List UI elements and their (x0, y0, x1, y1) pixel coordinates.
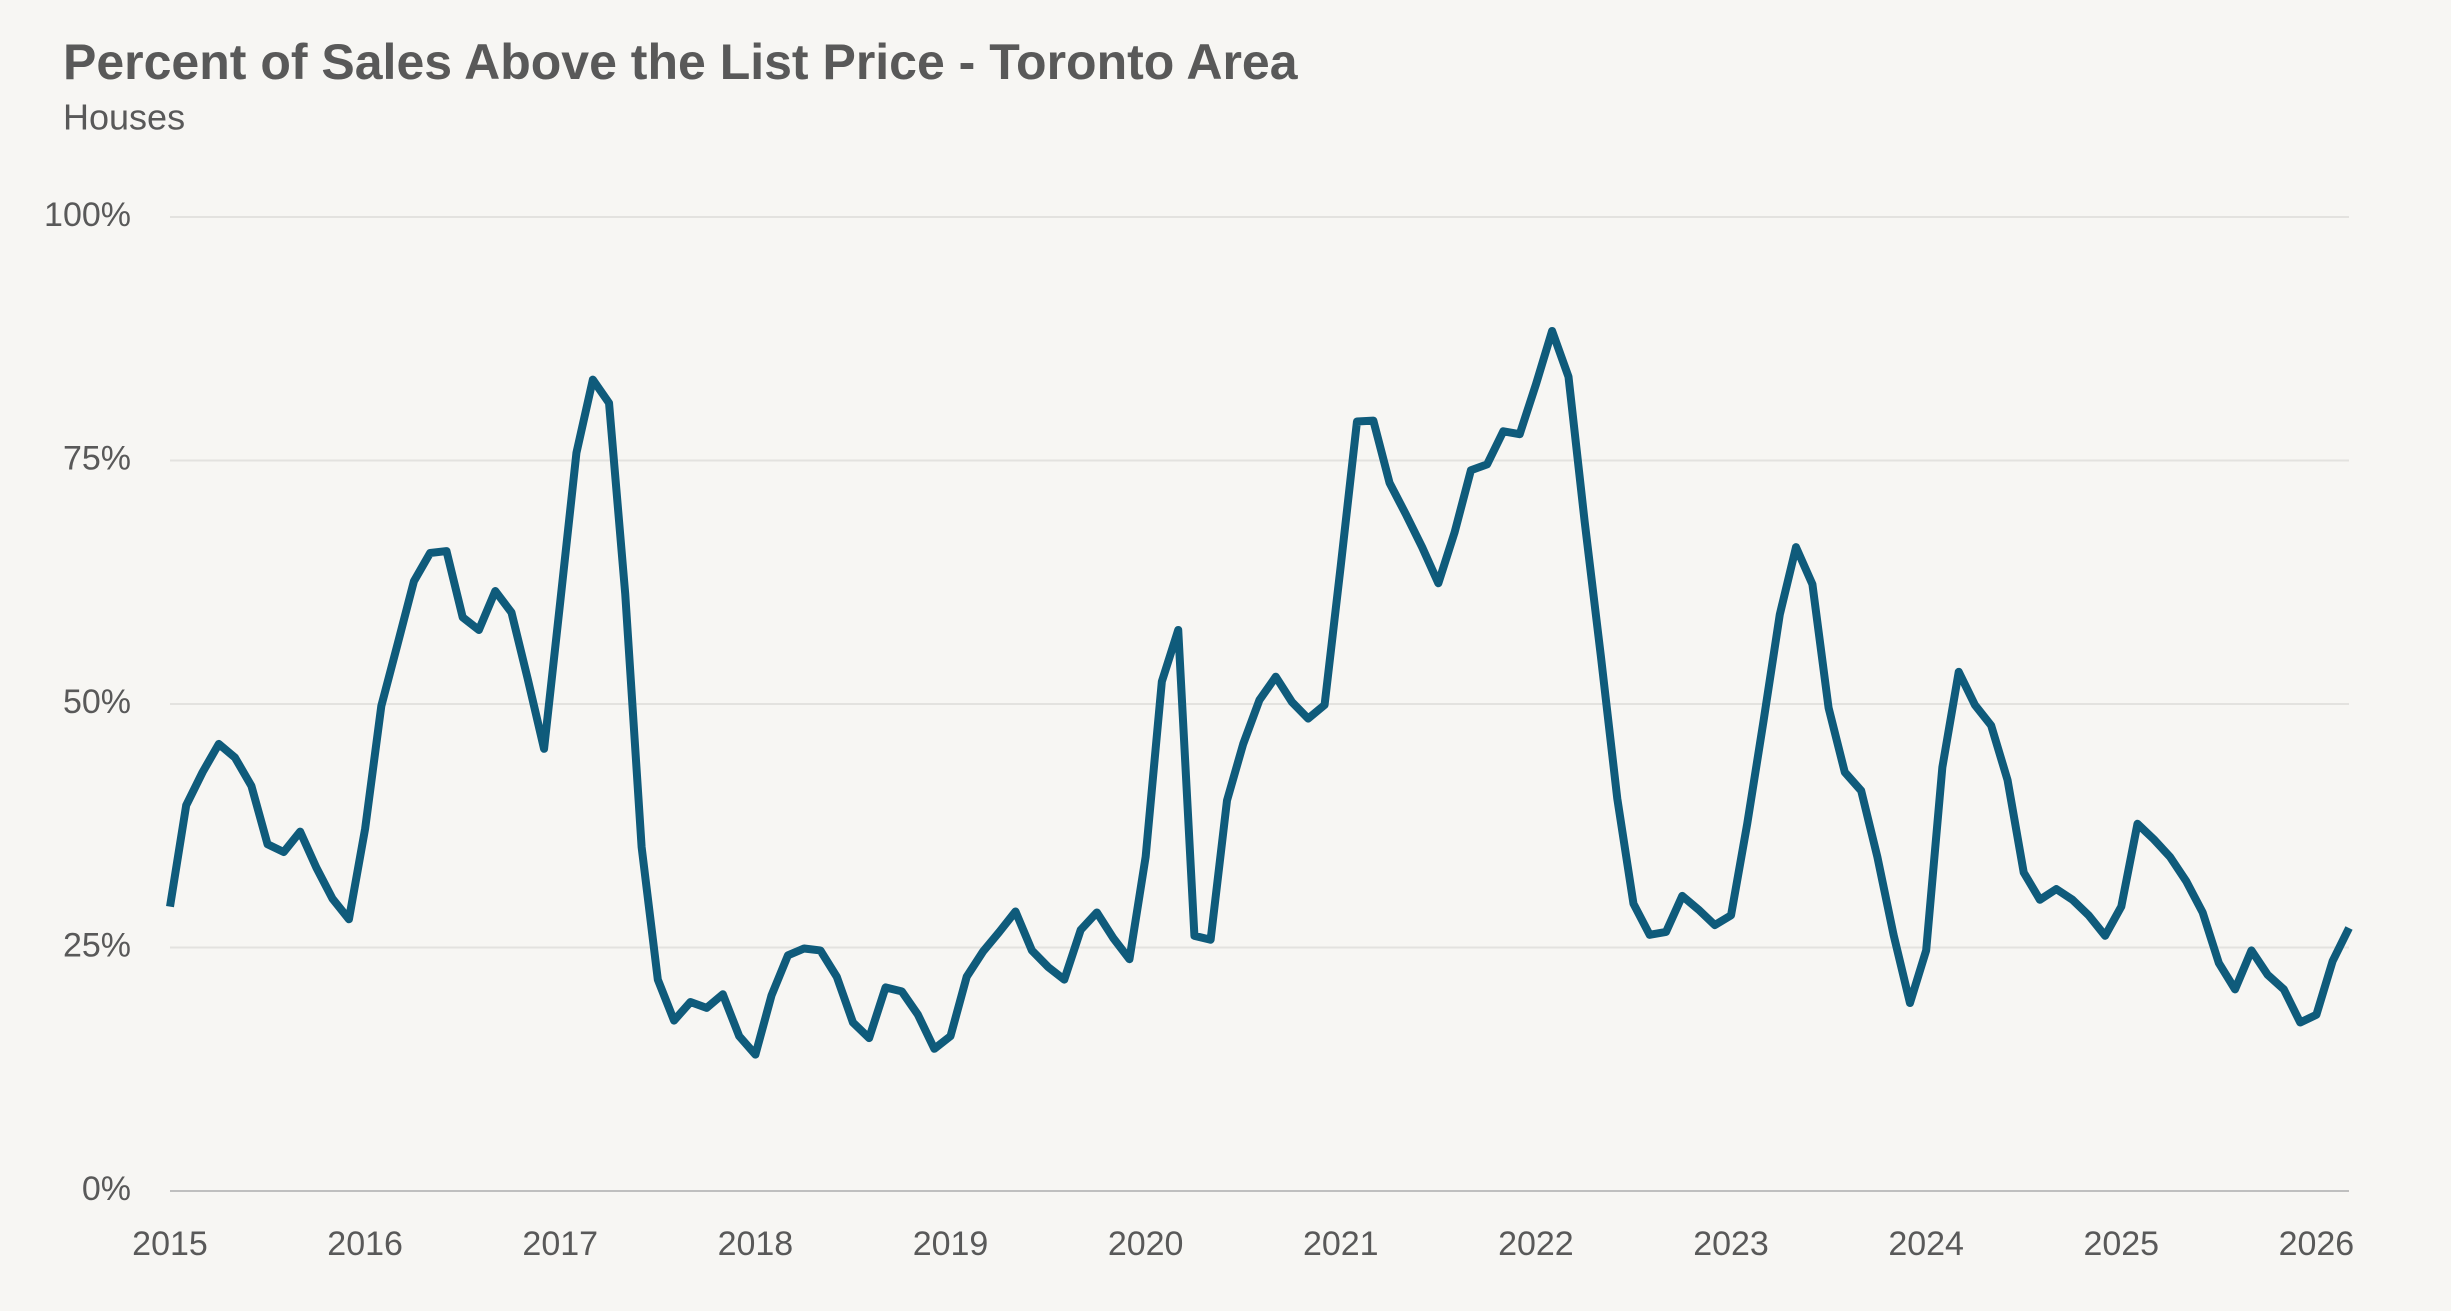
x-tick-label: 2019 (913, 1225, 989, 1263)
x-tick-label: 2025 (2083, 1225, 2159, 1263)
x-tick-label: 2015 (132, 1225, 208, 1263)
x-tick-label: 2026 (2279, 1225, 2355, 1263)
y-tick-label: 75% (63, 439, 131, 477)
y-tick-label: 50% (63, 683, 131, 721)
x-tick-label: 2023 (1693, 1225, 1769, 1263)
y-tick-label: 25% (63, 926, 131, 964)
x-tick-label: 2022 (1498, 1225, 1574, 1263)
x-tick-label: 2016 (327, 1225, 403, 1263)
y-tick-label: 100% (44, 196, 131, 234)
chart-title: Percent of Sales Above the List Price - … (63, 34, 1299, 90)
data-line (166, 326, 2353, 1059)
x-tick-label: 2017 (522, 1225, 598, 1263)
x-tick-label: 2024 (1888, 1225, 1964, 1263)
x-tick-label: 2021 (1303, 1225, 1379, 1263)
x-tick-label: 2018 (718, 1225, 794, 1263)
x-tick-label: 2020 (1108, 1225, 1184, 1263)
chart-subtitle: Houses (63, 97, 185, 138)
y-tick-label: 0% (82, 1170, 131, 1208)
